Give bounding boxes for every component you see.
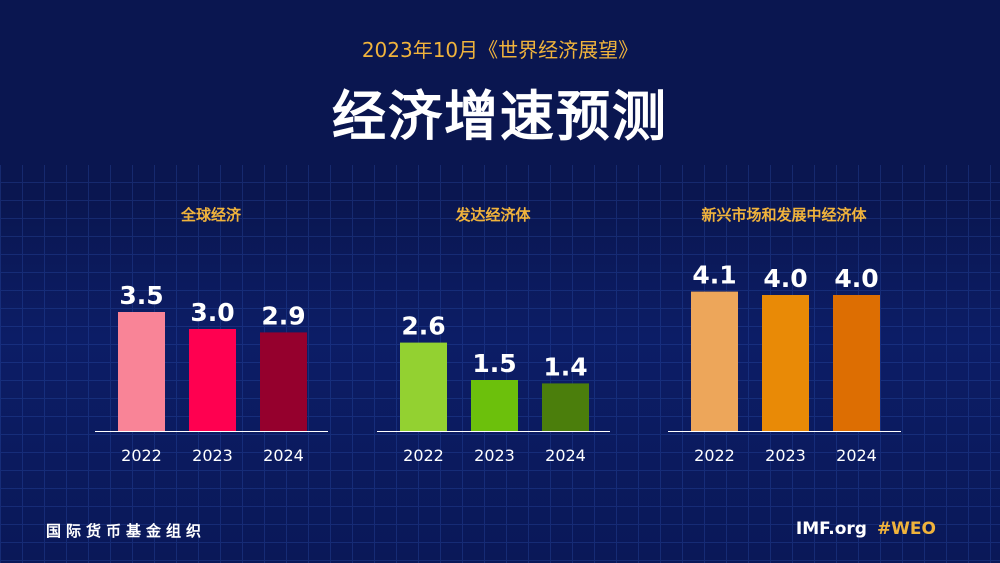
- bar-2022: [400, 342, 447, 431]
- value-label: 4.0: [834, 264, 878, 293]
- value-label: 4.1: [692, 261, 736, 290]
- year-label: 2024: [545, 446, 586, 465]
- value-label: 1.4: [543, 352, 587, 381]
- bar-2023: [471, 380, 518, 431]
- year-label: 2024: [836, 446, 877, 465]
- bar-2022: [691, 291, 738, 431]
- footer-links: IMF.org #WEO: [796, 519, 936, 539]
- year-label: 2024: [263, 446, 304, 465]
- chart-title-emerging: 新兴市场和发展中经济体: [701, 206, 867, 224]
- value-label: 2.6: [401, 312, 445, 341]
- value-label: 3.0: [190, 298, 234, 327]
- value-label: 3.5: [119, 281, 163, 310]
- bar-2024: [833, 295, 880, 431]
- bar-2024: [542, 383, 589, 431]
- bar-2023: [189, 329, 236, 431]
- bar-2024: [260, 332, 307, 431]
- year-label: 2022: [403, 446, 444, 465]
- value-label: 1.5: [472, 349, 516, 378]
- value-label: 2.9: [261, 301, 305, 330]
- year-label: 2023: [192, 446, 233, 465]
- org-name: 国际货币基金组织: [46, 522, 207, 540]
- bar-2022: [118, 312, 165, 431]
- year-label: 2023: [474, 446, 515, 465]
- hashtag: #WEO: [876, 519, 936, 539]
- site-link[interactable]: IMF.org: [795, 519, 867, 539]
- year-label: 2023: [765, 446, 806, 465]
- report-subtitle: 2023年10月《世界经济展望》: [361, 38, 639, 62]
- value-label: 4.0: [763, 264, 807, 293]
- page-title: 经济增速预测: [332, 85, 668, 148]
- chart-title-global: 全球经济: [180, 206, 241, 224]
- year-label: 2022: [694, 446, 735, 465]
- bar-2023: [762, 295, 809, 431]
- chart-title-advanced: 发达经济体: [455, 206, 531, 224]
- year-label: 2022: [121, 446, 162, 465]
